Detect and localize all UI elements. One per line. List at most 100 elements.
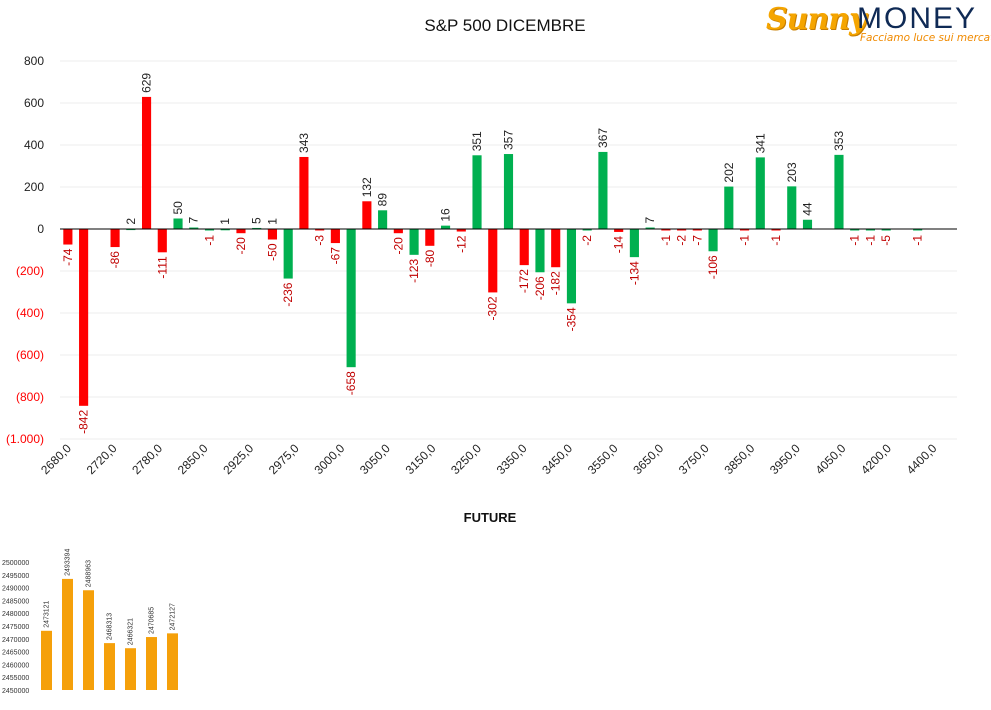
bar [582, 229, 592, 231]
x-tick-label: 2780,0 [129, 441, 165, 477]
y-tick-label: 600 [24, 96, 44, 110]
data-label: -1 [659, 235, 673, 246]
bar [236, 229, 246, 234]
data-label: -182 [549, 271, 563, 295]
data-label: -302 [486, 296, 500, 320]
bar [472, 155, 482, 229]
data-label: -86 [108, 251, 122, 269]
bar [692, 229, 702, 231]
y-tick-label: (1.000) [6, 432, 44, 446]
chart-title: S&P 500 DICEMBRE [424, 16, 586, 35]
future-data-label: 2466321 [128, 618, 135, 645]
y-tick-label: 400 [24, 138, 44, 152]
future-bar [167, 633, 178, 690]
data-label: 629 [140, 73, 154, 93]
bar [519, 229, 529, 266]
bar [204, 229, 215, 231]
future-y-tick-label: 2485000 [2, 598, 29, 605]
future-bar-chart: 2500000 2495000 2490000 2485000 2480000 24750… [2, 549, 178, 695]
bar [850, 229, 860, 231]
future-bar [62, 578, 73, 690]
x-tick-label: 3350,0 [494, 441, 530, 477]
bar [299, 156, 309, 229]
future-y-tick-label: 2465000 [2, 650, 29, 657]
data-label: -1 [769, 235, 783, 246]
bar [661, 229, 671, 231]
y-tick-label: 0 [37, 222, 44, 236]
bar [330, 229, 340, 244]
data-label: -1 [911, 235, 925, 246]
future-data-label: 2470685 [149, 607, 156, 634]
bar [488, 229, 498, 293]
x-tick-label: 3550,0 [585, 441, 621, 477]
x-tick-label: 3000,0 [311, 441, 347, 477]
y-tick-label: 800 [24, 54, 44, 68]
data-label: 1 [265, 218, 279, 225]
future-y-tick-label: 2475000 [2, 624, 29, 631]
bar [267, 229, 278, 240]
future-data-label: 2473121 [44, 600, 51, 627]
bar [79, 229, 89, 406]
data-label: -5 [879, 235, 893, 246]
bar [629, 229, 639, 258]
future-title: FUTURE [463, 510, 517, 525]
future-data-label: 2488963 [86, 560, 93, 587]
data-label: 16 [439, 208, 453, 222]
data-label: -1 [848, 235, 862, 246]
data-label: -842 [77, 410, 91, 434]
data-label: 44 [801, 202, 815, 216]
future-bar [83, 590, 94, 690]
bar [834, 154, 844, 229]
future-y-tick-label: 2450000 [2, 688, 29, 695]
x-tick-label: 3750,0 [676, 441, 712, 477]
x-tick-label: 3250,0 [448, 441, 484, 477]
x-tick-label: 4200,0 [858, 441, 894, 477]
data-label: -236 [281, 282, 295, 306]
bar [787, 186, 797, 229]
data-label: -20 [391, 237, 405, 255]
x-tick-label: 2850,0 [175, 441, 211, 477]
data-label: -1 [203, 235, 217, 246]
x-tick-label: 3450,0 [539, 441, 575, 477]
bar [362, 201, 372, 229]
bar [157, 229, 167, 253]
bar [283, 229, 293, 279]
bar [110, 229, 120, 248]
y-tick-label: (200) [16, 264, 44, 278]
future-bar [41, 630, 52, 690]
bar [409, 229, 419, 255]
bar [189, 227, 199, 230]
data-label: -12 [454, 235, 468, 253]
bar [614, 229, 624, 232]
x-tick-label: 3650,0 [630, 441, 666, 477]
bar [346, 229, 356, 368]
bar [425, 229, 435, 246]
future-y-tick-label: 2500000 [2, 560, 29, 567]
data-label: 2 [124, 218, 138, 225]
x-tick-label: 3850,0 [721, 441, 757, 477]
data-label: -123 [407, 259, 421, 283]
data-label: -1 [863, 235, 877, 246]
bar [551, 229, 561, 268]
data-label: 89 [376, 193, 390, 207]
data-label: -3 [313, 235, 327, 246]
data-label: -134 [627, 261, 641, 285]
data-label: 7 [187, 217, 201, 224]
x-tick-label: 3050,0 [357, 441, 393, 477]
future-data-label: 2468313 [107, 613, 114, 640]
bar [755, 157, 765, 229]
x-tick-label: 2680,0 [38, 441, 74, 477]
bar [802, 219, 813, 229]
bar [63, 229, 73, 245]
data-label: 341 [753, 133, 767, 153]
bar [881, 229, 891, 231]
bar [173, 218, 183, 229]
bar [315, 229, 325, 231]
bar [378, 210, 388, 229]
data-label: -206 [533, 276, 547, 300]
y-tick-label: (600) [16, 348, 44, 362]
data-label: 50 [171, 201, 185, 215]
bar [739, 229, 750, 231]
x-tick-label: 2975,0 [266, 441, 302, 477]
x-tick-label: 3150,0 [403, 441, 439, 477]
